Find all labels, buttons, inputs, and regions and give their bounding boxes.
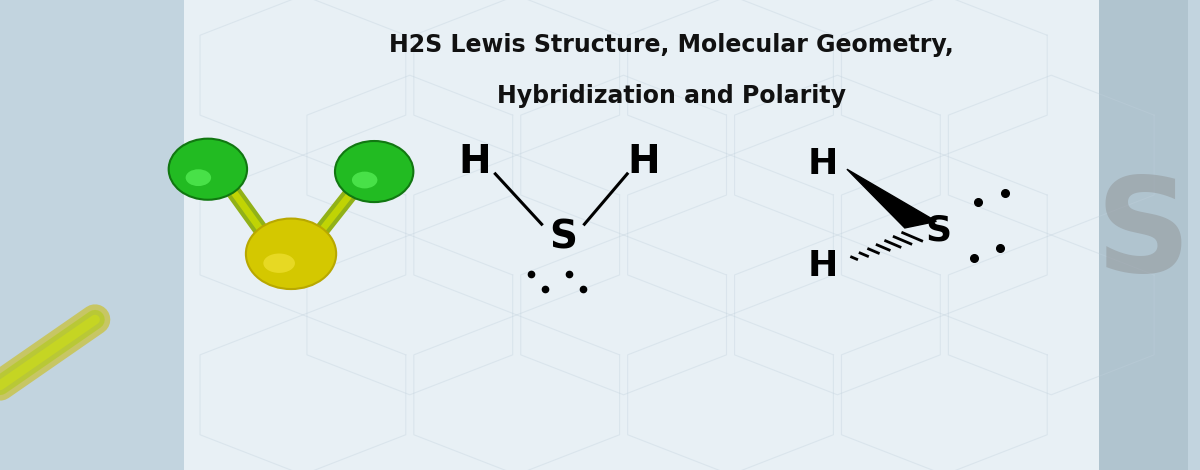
Text: S: S	[925, 213, 952, 247]
Bar	[1099, 0, 1188, 470]
Ellipse shape	[246, 219, 336, 289]
Text: H: H	[458, 143, 492, 181]
Ellipse shape	[335, 141, 413, 202]
Text: S: S	[550, 219, 577, 256]
Ellipse shape	[352, 172, 378, 188]
Ellipse shape	[263, 253, 295, 273]
Polygon shape	[847, 169, 936, 228]
Bar	[0, 0, 184, 470]
Text: S: S	[1096, 172, 1190, 298]
Ellipse shape	[186, 169, 211, 186]
Text: H: H	[808, 148, 839, 181]
Ellipse shape	[169, 139, 247, 200]
Text: Hybridization and Polarity: Hybridization and Polarity	[497, 84, 846, 109]
Bar	[184, 0, 1099, 470]
Text: H: H	[628, 143, 660, 181]
Text: H2S Lewis Structure, Molecular Geometry,: H2S Lewis Structure, Molecular Geometry,	[389, 32, 954, 57]
Text: H: H	[808, 249, 839, 282]
